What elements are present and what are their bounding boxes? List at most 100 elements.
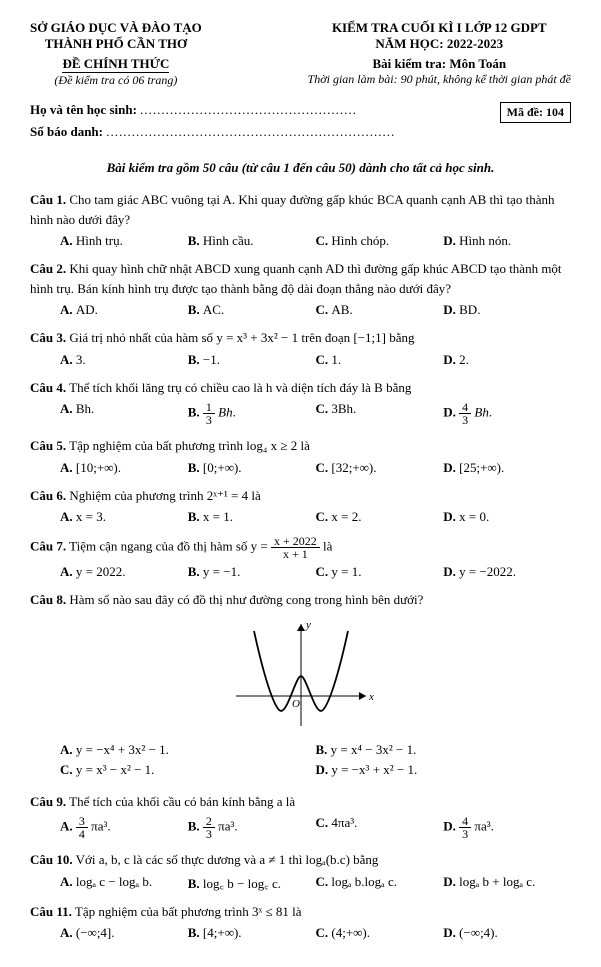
header-right: KIỂM TRA CUỐI KÌ I LỚP 12 GDPT NĂM HỌC: … [308,20,571,88]
q2-a: AD. [76,302,98,317]
q5-options: A. [10;+∞). B. [0;+∞). C. [32;+∞). D. [2… [60,460,571,476]
q8-b: y = x⁴ − 3x² − 1. [331,742,417,757]
q7-label: Câu 7. [30,538,66,553]
q3-label: Câu 3. [30,330,66,345]
dept-line1: SỞ GIÁO DỤC VÀ ĐÀO TẠO [30,20,202,36]
q1-b: Hình cầu. [203,233,254,248]
header-left: SỞ GIÁO DỤC VÀ ĐÀO TẠO THÀNH PHỐ CẦN THƠ… [30,20,202,88]
q11-text: Tập nghiệm của bất phương trình 3ˣ ≤ 81 … [72,904,302,919]
subject: Bài kiểm tra: Môn Toán [308,56,571,72]
svg-text:O: O [292,698,300,710]
q6-label: Câu 6. [30,488,66,503]
id-line: Số báo danh: ...........................… [30,124,571,140]
id-label: Số báo danh: [30,124,106,139]
name-dots: ........................................… [140,102,357,117]
q3-options: A. 3. B. −1. C. 1. D. 2. [60,352,571,368]
exam-code: Mã đề: 104 [500,102,571,123]
q11-d: (−∞;4). [459,925,498,940]
q1-text: Cho tam giác ABC vuông tại A. Khi quay đ… [30,192,555,227]
q8-text: Hàm số nào sau đây có đồ thị như đường c… [66,592,423,607]
q7-options: A. y = 2022. B. y = −1. C. y = 1. D. y =… [60,564,571,580]
q8-d: y = −x³ + x² − 1. [331,762,417,777]
q3-text-before: Giá trị nhỏ nhất của hàm số [66,330,216,345]
q11-a: (−∞;4]. [76,925,115,940]
q3-d: 2. [459,352,469,367]
q11-c: (4;+∞). [331,925,370,940]
question-11: Câu 11. Tập nghiệm của bất phương trình … [30,902,571,922]
q7-d: y = −2022. [459,564,516,579]
q3-c: 1. [331,352,341,367]
q4-label: Câu 4. [30,380,66,395]
q8-c: y = x³ − x² − 1. [76,762,155,777]
instruction: Bài kiểm tra gồm 50 câu (từ câu 1 đến câ… [30,160,571,176]
id-dots: ........................................… [106,124,395,139]
q6-a: x = 3. [76,509,106,524]
question-3: Câu 3. Giá trị nhỏ nhất của hàm số y = x… [30,328,571,348]
q5-d: [25;+∞). [459,460,504,475]
q6-formula: 2ˣ⁺¹ = 4 [207,488,248,503]
q10-options: A. logₐ c − logₐ b. B. log꜀ b − log꜀ c. … [60,874,571,892]
q5-text: Tập nghiệm của bất phương trình log₄ x ≥… [66,438,310,453]
q8-options: A. y = −x⁴ + 3x² − 1. B. y = x⁴ − 3x² − … [60,742,571,782]
q6-c: x = 2. [331,509,361,524]
q1-options: A. Hình trụ. B. Hình cầu. C. Hình chóp. … [60,233,571,249]
q7-text-before: Tiệm cận ngang của đồ thị hàm số [66,538,251,553]
q5-b: [0;+∞). [203,460,242,475]
q10-c: logₐ b.logₐ c. [331,874,397,889]
question-10: Câu 10. Với a, b, c là các số thực dương… [30,850,571,870]
question-8: Câu 8. Hàm số nào sau đây có đồ thị như … [30,590,571,610]
q6-text-before: Nghiệm của phương trình [66,488,207,503]
q10-label: Câu 10. [30,852,73,867]
q10-b: log꜀ b − log꜀ c. [203,876,281,891]
q9-c: 4πa³. [331,815,357,830]
q2-d: BD. [459,302,480,317]
question-1: Câu 1. Cho tam giác ABC vuông tại A. Khi… [30,190,571,229]
q8-label: Câu 8. [30,592,66,607]
q11-options: A. (−∞;4]. B. [4;+∞). C. (4;+∞). D. (−∞;… [60,925,571,941]
q2-c: AB. [331,302,352,317]
q2-b: AC. [203,302,224,317]
q8-graph: x y O [226,616,376,736]
q9-label: Câu 9. [30,794,66,809]
question-9: Câu 9. Thể tích của khối cầu có bán kính… [30,792,571,812]
q1-c: Hình chóp. [331,233,389,248]
exam-line2: NĂM HỌC: 2022-2023 [308,36,571,52]
q9-text: Thể tích của khối cầu có bán kính bằng a… [66,794,295,809]
question-4: Câu 4. Thể tích khối lăng trụ có chiều c… [30,378,571,398]
q2-text: Khi quay hình chữ nhật ABCD xung quanh c… [30,261,562,296]
svg-text:y: y [305,619,311,631]
time: Thời gian làm bài: 90 phút, không kể thờ… [308,72,571,87]
q5-c: [32;+∞). [331,460,376,475]
svg-text:x: x [368,691,374,703]
q3-text-after: trên đoạn [−1;1] bằng [298,330,414,345]
q3-a: 3. [76,352,86,367]
q4-text: Thể tích khối lăng trụ có chiều cao là h… [66,380,411,395]
q2-label: Câu 2. [30,261,66,276]
q5-label: Câu 5. [30,438,66,453]
dept-line2: THÀNH PHỐ CẦN THƠ [30,36,202,52]
info-block: Mã đề: 104 Họ và tên học sinh: .........… [30,102,571,146]
q1-d: Hình nón. [459,233,511,248]
q7-b: y = −1. [203,564,240,579]
question-6: Câu 6. Nghiệm của phương trình 2ˣ⁺¹ = 4 … [30,486,571,506]
q8-a: y = −x⁴ + 3x² − 1. [76,742,169,757]
q6-options: A. x = 3. B. x = 1. C. x = 2. D. x = 0. [60,509,571,525]
q1-label: Câu 1. [30,192,66,207]
q5-a: [10;+∞). [76,460,121,475]
q10-text: Với a, b, c là các số thực dương và a ≠ … [73,852,379,867]
q7-c: y = 1. [331,564,361,579]
question-2: Câu 2. Khi quay hình chữ nhật ABCD xung … [30,259,571,298]
name-label: Họ và tên học sinh: [30,102,140,117]
q4-a: Bh. [76,401,94,416]
question-7: Câu 7. Tiệm cận ngang của đồ thị hàm số … [30,535,571,560]
q3-b: −1. [203,352,220,367]
q6-d: x = 0. [459,509,489,524]
q6-b: x = 1. [203,509,233,524]
q3-formula: y = x³ + 3x² − 1 [216,330,298,345]
q4-c: 3Bh. [331,401,356,416]
q6-text-after: là [248,488,261,503]
q7-a: y = 2022. [76,564,126,579]
q10-a: logₐ c − logₐ b. [76,874,152,889]
q11-label: Câu 11. [30,904,72,919]
subtitle-left: (Đề kiểm tra có 06 trang) [30,73,202,88]
